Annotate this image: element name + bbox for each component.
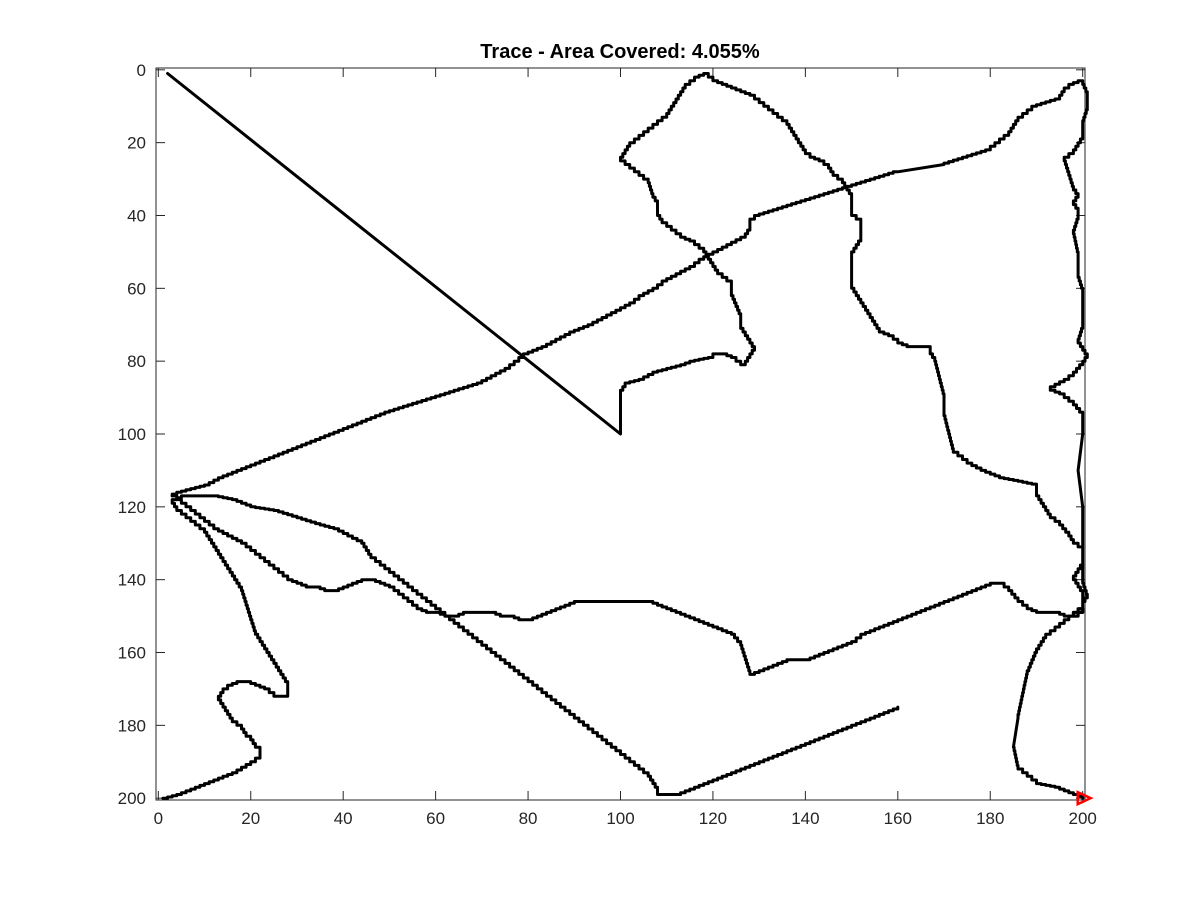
y-tick-label: 80	[127, 352, 146, 371]
x-tick-label: 160	[884, 809, 912, 828]
y-tick-label: 20	[127, 134, 146, 153]
chart-title: Trace - Area Covered: 4.055%	[480, 41, 760, 63]
x-tick-label: 200	[1069, 809, 1097, 828]
trace-line-segment-5	[161, 494, 900, 800]
x-tick-label: 100	[606, 809, 634, 828]
trace-line-segment-2	[170, 79, 1089, 618]
ticks-layer: 0 20 40 60 80 100 120 140 160 180 200 0 20 40 60 80 100 1…	[118, 61, 1097, 828]
y-tick-label: 100	[118, 425, 146, 444]
x-tick-label: 180	[976, 809, 1004, 828]
x-tick-label: 40	[334, 809, 353, 828]
x-tick-label: 120	[699, 809, 727, 828]
trace-line-segment-4	[1011, 607, 1085, 800]
y-tick-label: 180	[118, 716, 146, 735]
y-tick-label: 140	[118, 571, 146, 590]
x-tick-label: 60	[426, 809, 445, 828]
trace-layer	[161, 72, 1089, 800]
y-tick-label: 0	[137, 61, 146, 80]
trace-line-segment-1	[166, 72, 909, 436]
end-marker-triangle	[1076, 790, 1094, 807]
y-tick-label: 200	[118, 789, 146, 808]
y-tick-label: 160	[118, 644, 146, 663]
x-tick-label: 80	[519, 809, 538, 828]
x-tick-label: 140	[791, 809, 819, 828]
y-tick-label: 120	[118, 498, 146, 517]
y-tick-label: 60	[127, 279, 146, 298]
trace-line-segment-3	[170, 494, 1085, 676]
x-tick-label: 0	[154, 809, 163, 828]
marker-layer	[1076, 790, 1094, 807]
x-tick-label: 20	[241, 809, 260, 828]
y-tick-label: 40	[127, 206, 146, 225]
